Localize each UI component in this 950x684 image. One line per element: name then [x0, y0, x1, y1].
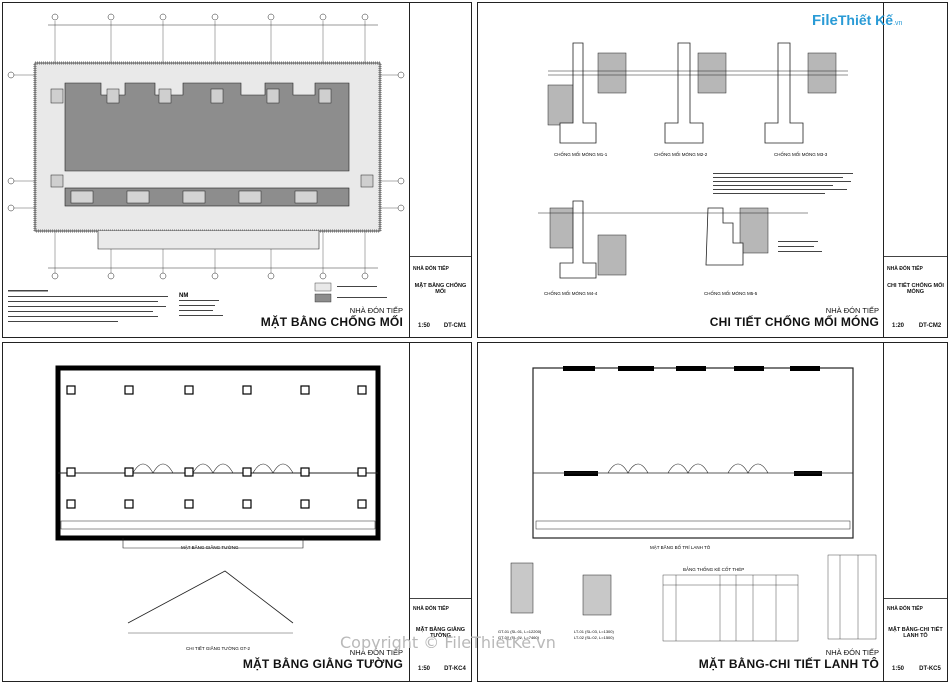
- kc5-title-block: NHÀ ĐÓN TIẾP MẶT BẰNG-CHI TIẾT LANH TÔ 1…: [883, 343, 947, 681]
- cm2-detail-5: CHỐNG MỐI MÓNG M5-5: [704, 290, 758, 296]
- cm1-plan-drawing: NM: [7, 13, 405, 322]
- cm2-code: DT-CM2: [918, 323, 942, 329]
- kc4-code: DT-KC4: [444, 666, 466, 672]
- kc5-plan-label: MẶT BẰNG BỐ TRÍ LANH TÔ: [650, 543, 711, 550]
- kc5-plan-drawing: MẶT BẰNG BỐ TRÍ LANH TÔ GT-01 (SL:01, L=…: [498, 366, 877, 642]
- cm1-tb-project: NHÀ ĐÓN TIẾP: [413, 266, 449, 272]
- logo-domain: .vn: [893, 20, 903, 27]
- logo-part2: Thiết Kế: [837, 12, 894, 28]
- kc5-project-name: NHÀ ĐÓN TIẾP: [825, 648, 879, 657]
- cm2-title-block: NHÀ ĐÓN TIẾP CHI TIẾT CHỐNG MỐI MÓNG 1:2…: [883, 3, 947, 337]
- kc5-code: DT-KC5: [919, 666, 941, 672]
- cm2-details-drawing: CHỐNG MỐI MÓNG M1-1 CHỐNG MỐI MÓNG M2-2 …: [538, 42, 853, 296]
- cm2-detail-1: CHỐNG MỐI MÓNG M1-1: [554, 151, 608, 157]
- svg-text:NM: NM: [179, 293, 188, 299]
- kc5-scale: 1:50: [891, 666, 904, 672]
- cm1-code: DT-CM1: [443, 323, 467, 329]
- kc5-tb-project: NHÀ ĐÓN TIẾP: [887, 606, 923, 612]
- cm1-project-name: NHÀ ĐÓN TIẾP: [349, 306, 403, 315]
- cm2-detail-4: CHỐNG MỐI MÓNG M4-4: [544, 290, 598, 296]
- sheet-cm1: NM NHÀ ĐÓN TIẾP MẶT BẰNG CHỐNG MỐI NHÀ Đ…: [2, 2, 472, 338]
- kc5-lt2: LT-02 (SL:02, L=1500): [574, 635, 615, 640]
- kc4-plan-label: MẶT BẰNG GIẰNG TƯỜNG: [181, 543, 239, 550]
- cm2-scale: 1:20: [891, 323, 904, 329]
- cm2-tb-name: CHI TIẾT CHỐNG MỐI MÓNG: [887, 283, 944, 295]
- kc4-title-block: NHÀ ĐÓN TIẾP MẶT BẰNG GIẰNG TƯỜNG 1:50 D…: [409, 343, 471, 681]
- kc4-tb-project: NHÀ ĐÓN TIẾP: [413, 606, 449, 612]
- cm1-title-block: NHÀ ĐÓN TIẾP MẶT BẰNG CHỐNG MỐI 1:50 DT-…: [409, 3, 471, 337]
- filethietke-logo: FileThiết Kế.vn: [812, 12, 902, 30]
- kc4-plan-drawing: MẶT BẰNG GIẰNG TƯỜNG CHI TIẾT GIẰNG TƯỜN…: [55, 365, 381, 651]
- sheet-cm2: CHỐNG MỐI MÓNG M1-1 CHỐNG MỐI MÓNG M2-2 …: [477, 2, 948, 338]
- kc5-sheet-title: MẶT BẰNG-CHI TIẾT LANH TÔ: [698, 657, 879, 671]
- cm1-bottom-title: NHÀ ĐÓN TIẾP MẶT BẰNG CHỐNG MỐI: [261, 306, 403, 329]
- sheet-kc4: MẶT BẰNG GIẰNG TƯỜNG CHI TIẾT GIẰNG TƯỜN…: [2, 342, 472, 682]
- kc5-tb-name: MẶT BẰNG-CHI TIẾT LANH TÔ: [888, 627, 943, 639]
- cm2-tb-project: NHÀ ĐÓN TIẾP: [887, 266, 923, 272]
- kc5-lt1: LT-01 (SL:03, L=1300): [574, 629, 615, 634]
- cm2-project-name: NHÀ ĐÓN TIẾP: [825, 306, 879, 315]
- kc5-gt1: GT-01 (SL:01, L=12200): [498, 629, 542, 634]
- copyright-watermark: Copyright © FileThietKe.vn: [340, 633, 556, 652]
- cm1-tb-name: MẶT BẰNG CHỐNG MỐI: [414, 283, 467, 295]
- cm1-scale: 1:50: [417, 323, 430, 329]
- kc4-bottom-title: NHÀ ĐÓN TIẾP MẶT BẰNG GIẰNG TƯỜNG: [243, 648, 403, 671]
- kc4-scale: 1:50: [417, 666, 430, 672]
- kc4-project-name: NHÀ ĐÓN TIẾP: [349, 648, 403, 657]
- kc4-tb-name: MẶT BẰNG GIẰNG TƯỜNG: [415, 627, 466, 639]
- kc4-sheet-title: MẶT BẰNG GIẰNG TƯỜNG: [242, 657, 403, 671]
- kc4-detail-label: CHI TIẾT GIẰNG TƯỜNG GT-2: [186, 644, 250, 651]
- cm2-detail-3: CHỐNG MỐI MÓNG M3-3: [774, 151, 828, 157]
- cm2-bottom-title: NHÀ ĐÓN TIẾP CHI TIẾT CHỐNG MỐI MÓNG: [710, 306, 879, 329]
- logo-part1: File: [812, 12, 838, 29]
- cm1-sheet-title: MẶT BẰNG CHỐNG MỐI: [260, 315, 403, 329]
- kc5-gt2: GT-02 (SL:02, L=7460): [498, 635, 540, 640]
- kc5-bottom-title: NHÀ ĐÓN TIẾP MẶT BẰNG-CHI TIẾT LANH TÔ: [699, 648, 879, 671]
- kc5-table-title: BẢNG THỐNG KÊ CỐT THÉP: [683, 565, 744, 572]
- sheet-kc5: MẶT BẰNG BỐ TRÍ LANH TÔ GT-01 (SL:01, L=…: [477, 342, 948, 682]
- cm2-detail-2: CHỐNG MỐI MÓNG M2-2: [654, 151, 708, 157]
- cm2-sheet-title: CHI TIẾT CHỐNG MỐI MÓNG: [709, 315, 879, 329]
